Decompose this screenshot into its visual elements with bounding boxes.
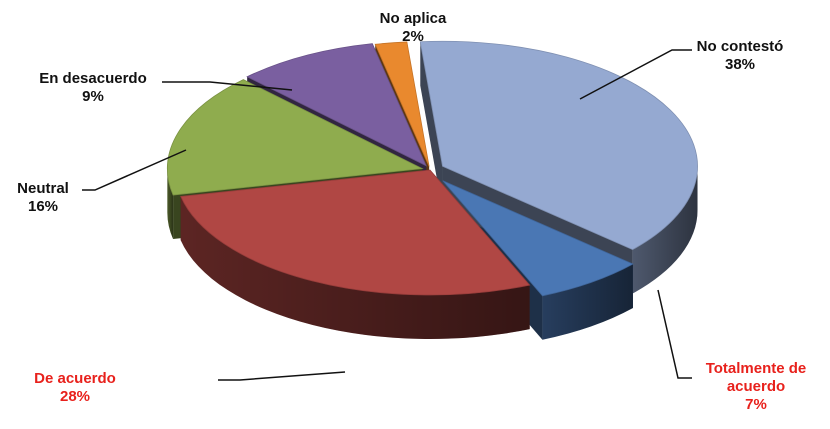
pie-slice-no-aplica: [374, 41, 430, 167]
pie-slice-no-contest-: [419, 40, 698, 251]
leader-neutral: [82, 149, 187, 191]
label-de-acuerdo-name: De acuerdo: [34, 370, 116, 387]
pie-slice-neutral: [166, 79, 424, 196]
pie-slice-de-acuerdo: [180, 169, 531, 296]
pie-side-shade-3-0: [167, 168, 174, 240]
label-neutral-name: Neutral: [17, 180, 69, 197]
label-neutral-pct: 16%: [27, 198, 59, 215]
pie-slice-totalmente-de-acuerdo: [442, 180, 634, 297]
pie-slice-en-desacuerdo: [246, 43, 428, 167]
leader-lines: [82, 49, 692, 381]
label-totalmente-line1: Totalmente de: [705, 360, 807, 377]
pie-tops: [166, 40, 698, 297]
label-no-aplica-pct: 2%: [402, 28, 424, 45]
label-de-acuerdo-pct: 28%: [59, 388, 91, 405]
label-en-desacuerdo-name: En desacuerdo: [39, 70, 147, 87]
label-no-aplica: No aplica 2%: [368, 10, 458, 46]
pie-side-shade-2-0: [180, 196, 530, 339]
label-en-desacuerdo-pct: 9%: [82, 88, 104, 105]
leader-en-desacuerdo: [162, 81, 293, 91]
pie-side-shade-0-0: [632, 166, 698, 294]
label-totalmente-line2: acuerdo: [726, 378, 786, 395]
leader-totalmente: [657, 289, 692, 379]
label-neutral: Neutral 16%: [6, 180, 80, 216]
leader-de-acuerdo: [218, 371, 346, 381]
leader-no-contesto: [579, 49, 692, 100]
label-totalmente-de-acuerdo: Totalmente de acuerdo 7%: [692, 360, 820, 414]
label-totalmente-pct: 7%: [745, 396, 767, 413]
label-de-acuerdo: De acuerdo 28%: [25, 370, 125, 406]
label-no-contesto: No contestó 38%: [690, 38, 790, 74]
label-en-desacuerdo: En desacuerdo 9%: [22, 70, 164, 106]
label-no-contesto-name: No contestó: [696, 38, 784, 55]
pie-side-shade-1-0: [542, 264, 633, 340]
pie-wall-0-0: [420, 41, 443, 211]
label-no-aplica-name: No aplica: [379, 10, 447, 27]
label-no-contesto-pct: 38%: [724, 56, 756, 73]
